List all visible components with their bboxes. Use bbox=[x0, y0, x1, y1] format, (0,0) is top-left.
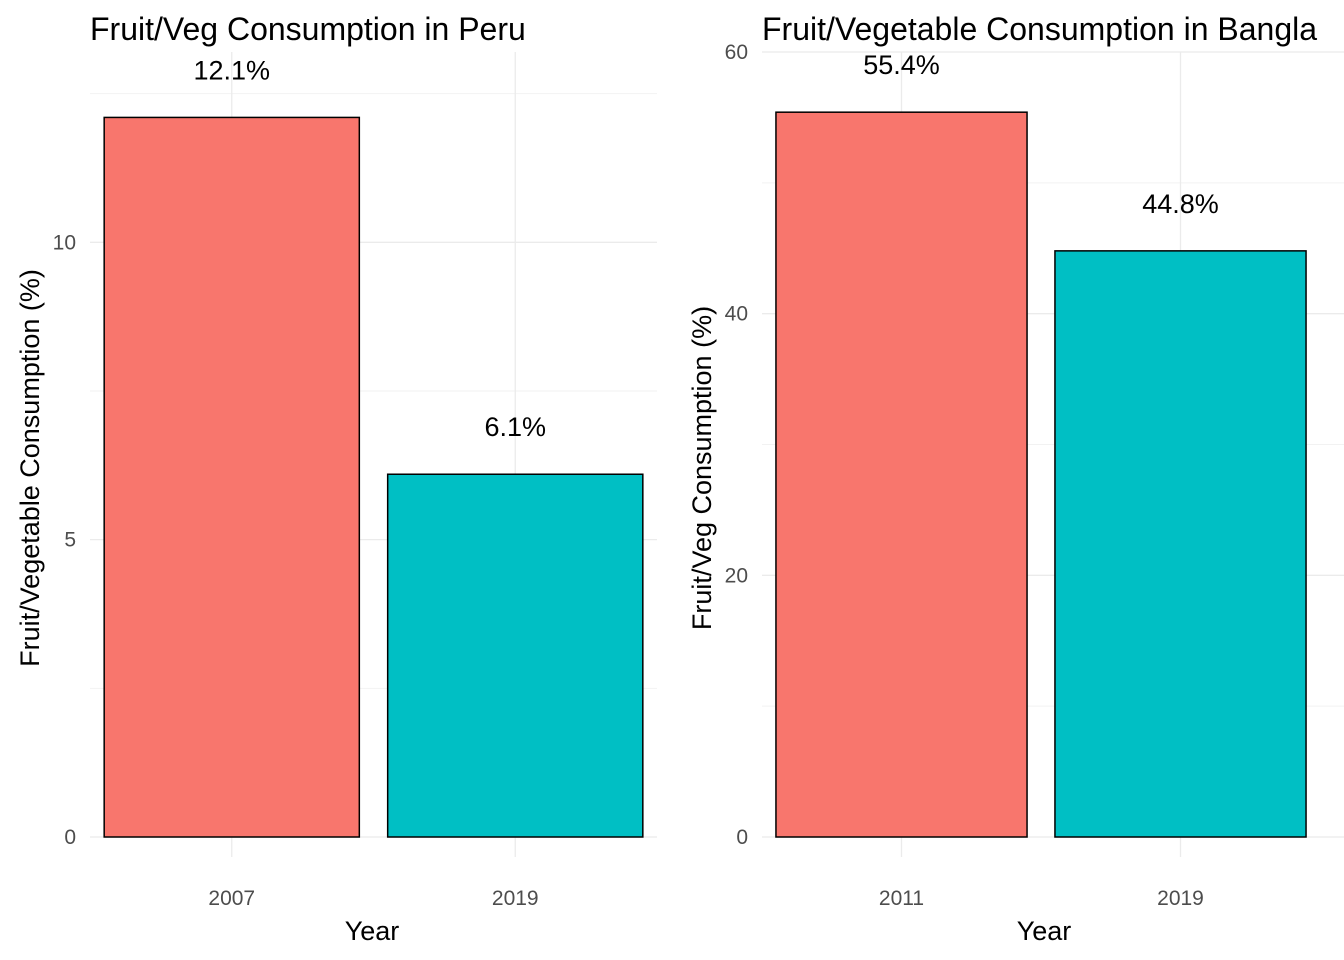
bangladesh-data-label-2011: 55.4% bbox=[863, 50, 940, 80]
bangladesh-y-tick-40: 40 bbox=[725, 303, 748, 326]
peru-bars bbox=[103, 116, 644, 838]
bangladesh-y-tick-0: 0 bbox=[736, 826, 748, 849]
bangladesh-x-axis-title: Year bbox=[1017, 916, 1072, 946]
bangladesh-panel: 55.4% 44.8% 0 20 40 60 2011 2019 Fruit/Vegeta… bbox=[687, 11, 1344, 946]
bangladesh-bar-2019 bbox=[1054, 250, 1307, 838]
bangladesh-bar-2011 bbox=[775, 111, 1028, 838]
peru-y-axis-title: Fruit/Vegetable Consumption (%) bbox=[15, 269, 45, 667]
peru-y-tick-labels: 0 5 10 bbox=[53, 231, 76, 849]
peru-bar-2007 bbox=[103, 116, 361, 838]
peru-y-tick-5: 5 bbox=[64, 529, 76, 552]
bangladesh-chart-title: Fruit/Vegetable Consumption in Bangla bbox=[762, 11, 1317, 47]
bangladesh-x-tick-labels: 2011 2019 bbox=[879, 887, 1204, 910]
peru-y-tick-0: 0 bbox=[64, 826, 76, 849]
peru-bar-2019 bbox=[386, 473, 644, 838]
peru-y-tick-10: 10 bbox=[53, 231, 76, 254]
bangladesh-data-label-2019: 44.8% bbox=[1142, 189, 1219, 219]
bangladesh-x-tick-2011: 2011 bbox=[879, 887, 924, 910]
peru-x-tick-2019: 2019 bbox=[492, 887, 539, 910]
peru-data-labels: 12.1% 6.1% bbox=[193, 55, 546, 442]
bangladesh-data-labels: 55.4% 44.8% bbox=[863, 50, 1219, 219]
bangladesh-x-tick-2019: 2019 bbox=[1157, 887, 1204, 910]
peru-x-axis-title: Year bbox=[345, 916, 400, 946]
bangladesh-y-axis-title: Fruit/Veg Consumption (%) bbox=[687, 306, 717, 630]
peru-x-tick-2007: 2007 bbox=[208, 887, 255, 910]
bangladesh-bars bbox=[775, 111, 1307, 838]
peru-chart-title: Fruit/Veg Consumption in Peru bbox=[90, 11, 526, 47]
peru-data-label-2019: 6.1% bbox=[484, 412, 546, 442]
peru-x-tick-labels: 2007 2019 bbox=[208, 887, 538, 910]
peru-panel: 12.1% 6.1% 0 5 10 2007 2019 Fruit/Veg Consum… bbox=[15, 11, 657, 946]
bangladesh-y-tick-labels: 0 20 40 60 bbox=[725, 41, 748, 849]
bangladesh-y-tick-20: 20 bbox=[725, 564, 748, 587]
bangladesh-y-tick-60: 60 bbox=[725, 41, 748, 64]
peru-data-label-2007: 12.1% bbox=[193, 55, 270, 85]
